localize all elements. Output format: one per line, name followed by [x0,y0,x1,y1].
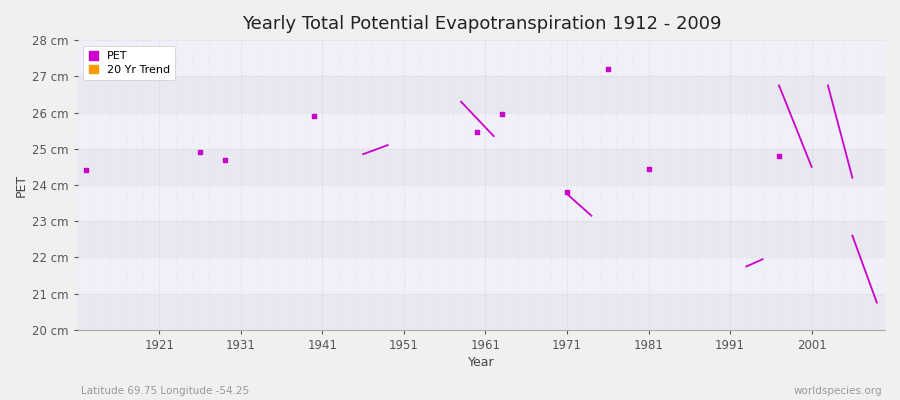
Bar [77,221,885,257]
Bar [77,40,885,76]
Point [772,153,787,159]
X-axis label: Year: Year [468,356,495,369]
Bar [77,185,885,221]
Text: worldspecies.org: worldspecies.org [794,386,882,396]
Point [560,189,574,196]
Point [218,156,232,163]
Title: Yearly Total Potential Evapotranspiration 1912 - 2009: Yearly Total Potential Evapotranspiratio… [242,15,721,33]
Text: Latitude 69.75 Longitude -54.25: Latitude 69.75 Longitude -54.25 [81,386,249,396]
Point [470,129,484,136]
Y-axis label: PET: PET [15,173,28,196]
Bar [77,149,885,185]
Bar [77,112,885,149]
Bar [77,76,885,112]
Point [79,167,94,174]
Legend: PET, 20 Yr Trend: PET, 20 Yr Trend [84,46,176,80]
Point [642,166,656,172]
Point [600,66,615,72]
Point [193,149,207,156]
Bar [77,257,885,294]
Point [495,111,509,118]
Point [307,113,321,119]
Bar [77,294,885,330]
